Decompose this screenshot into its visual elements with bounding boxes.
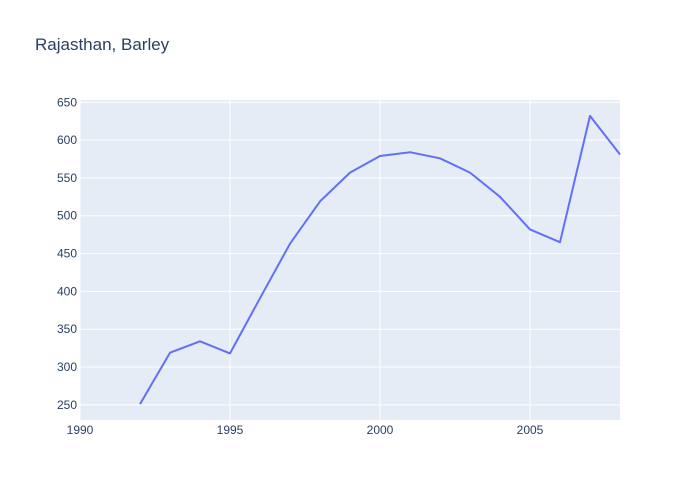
- x-tick-label: 2000: [367, 423, 394, 437]
- x-axis-tick-labels: 1990 1995 2000 2005: [67, 423, 544, 437]
- y-tick-label: 350: [57, 322, 77, 336]
- y-tick-label: 250: [57, 398, 77, 412]
- x-tick-label: 1995: [217, 423, 244, 437]
- y-tick-label: 300: [57, 360, 77, 374]
- y-tick-label: 500: [57, 209, 77, 223]
- y-tick-label: 600: [57, 133, 77, 147]
- y-tick-label: 450: [57, 247, 77, 261]
- chart-title: Rajasthan, Barley: [35, 35, 170, 54]
- x-tick-label: 2005: [517, 423, 544, 437]
- series-line: [139, 114, 621, 405]
- grid-lines: [79, 100, 620, 420]
- y-tick-label: 650: [57, 95, 77, 109]
- x-tick-label: 1990: [67, 423, 94, 437]
- y-tick-label: 400: [57, 284, 77, 298]
- series-layer: [139, 114, 621, 405]
- y-tick-label: 550: [57, 171, 77, 185]
- y-axis-tick-labels: 250 300 350 400 450 500 550 600 650: [57, 95, 77, 412]
- plot-area: [80, 100, 620, 420]
